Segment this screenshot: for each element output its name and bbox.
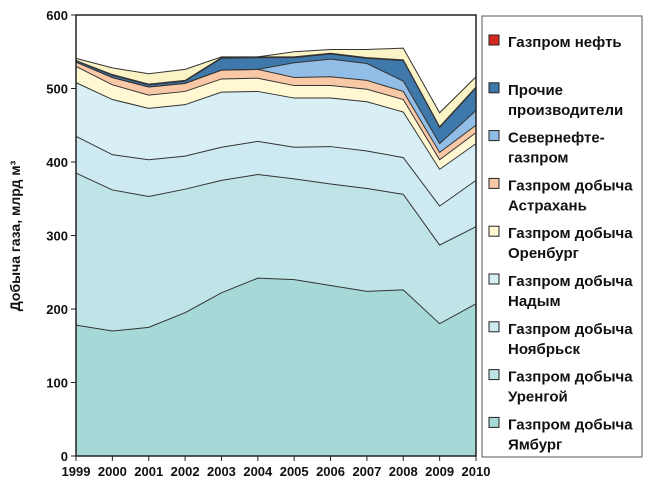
line-series-3 [75, 135, 477, 207]
legend-label: Газпром добыча [508, 177, 633, 194]
legend-swatch [488, 225, 500, 237]
legend-label: Прочие [508, 82, 563, 99]
x-tick-label: 2006 [316, 464, 345, 479]
y-tick-label: 200 [46, 302, 68, 317]
x-tick-label: 2000 [98, 464, 127, 479]
legend-label: Газпром добыча [508, 369, 633, 386]
line-series-2 [75, 172, 477, 246]
legend-swatch [488, 416, 500, 428]
x-tick-label: 2003 [207, 464, 236, 479]
legend-swatch [488, 369, 500, 381]
x-tick-label: 2010 [462, 464, 491, 479]
legend-label: Ноябрьск [508, 341, 581, 358]
line-series-9 [75, 52, 477, 128]
line-series-1 [75, 277, 477, 332]
y-tick-label: 600 [46, 8, 68, 23]
legend-label: Севернефте- [508, 130, 605, 147]
legend-label: газпром [508, 150, 569, 167]
line-series-4 [75, 82, 477, 171]
legend-label: Надым [508, 293, 561, 310]
x-tick-label: 2004 [243, 464, 273, 479]
x-tick-label: 2009 [425, 464, 454, 479]
y-tick-label: 500 [46, 82, 68, 97]
y-tick-label: 100 [46, 376, 68, 391]
legend-label: Уренгой [508, 389, 568, 406]
x-tick-label: 2002 [171, 464, 200, 479]
y-axis-title: Добыча газа, млрд м³ [7, 160, 23, 311]
y-tick-label: 0 [61, 449, 68, 464]
legend-label: Газпром добыча [508, 416, 633, 433]
legend-swatch [488, 321, 500, 333]
legend-label: Ямбург [508, 436, 562, 453]
legend-swatch [488, 130, 500, 142]
area-series-7 [76, 59, 476, 153]
x-tick-label: 2008 [389, 464, 418, 479]
legend-label: Газпром нефть [508, 34, 622, 51]
area-series-1 [76, 278, 476, 456]
legend-label: Газпром добыча [508, 225, 633, 242]
legend-label: Газпром добыча [508, 321, 633, 338]
x-tick-label: 2005 [280, 464, 309, 479]
legend-swatch [488, 177, 500, 189]
legend-swatch [488, 34, 500, 46]
legend-swatch [488, 82, 500, 94]
line-series-7 [75, 58, 477, 145]
area-series-2 [76, 173, 476, 332]
legend-label: Оренбург [508, 245, 579, 262]
area-remainder [76, 48, 476, 127]
area-series-8 [76, 53, 476, 144]
legend-label: Астрахань [508, 197, 587, 214]
x-tick-label: 1999 [62, 464, 91, 479]
legend-swatch [488, 273, 500, 285]
legend-label: Газпром добыча [508, 273, 633, 290]
legend-label: производители [508, 102, 623, 119]
line-remainder [75, 47, 477, 114]
legend-box [481, 15, 643, 458]
y-tick-label: 400 [46, 155, 68, 170]
x-tick-label: 2001 [134, 464, 163, 479]
area-series-3 [76, 136, 476, 246]
x-tick-label: 2007 [352, 464, 381, 479]
y-tick-label: 300 [46, 229, 68, 244]
area-series-6 [76, 62, 476, 160]
line-series-5 [75, 66, 477, 161]
